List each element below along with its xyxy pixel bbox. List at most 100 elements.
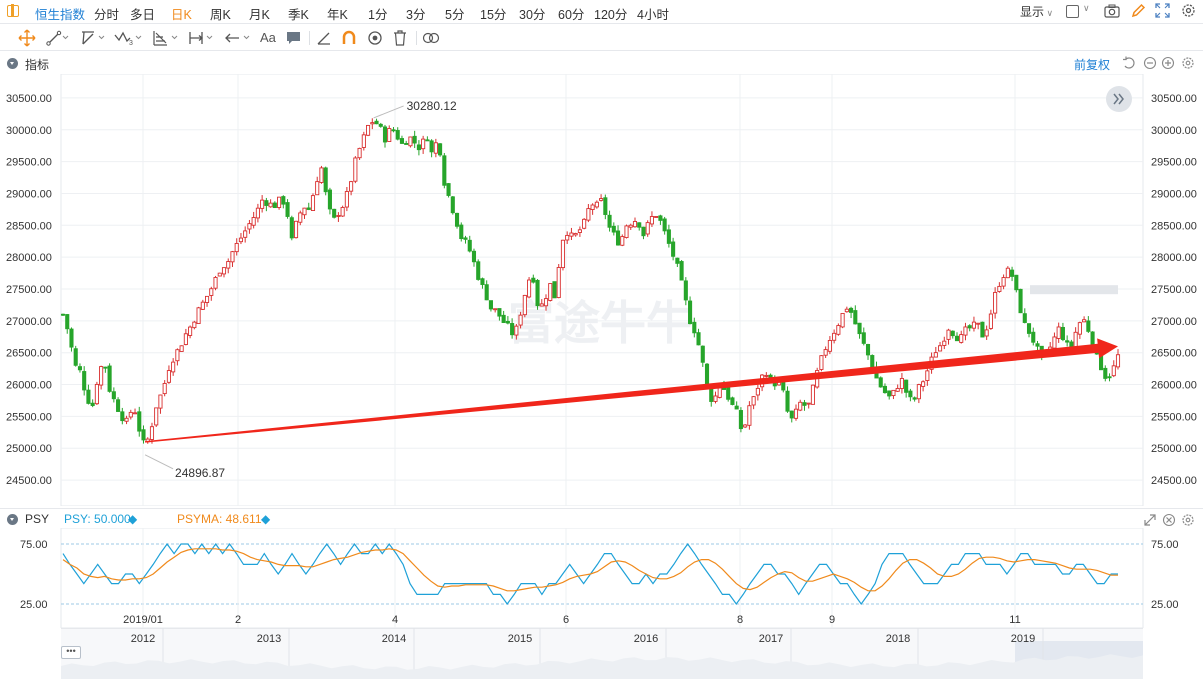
candle-body	[205, 295, 210, 303]
tab-monthly-k[interactable]: 月K	[249, 8, 270, 22]
candle-body	[704, 363, 710, 387]
candle-body	[425, 139, 430, 142]
arrow-tool-icon[interactable]	[224, 29, 254, 47]
psy-tick-left: 75.00	[20, 539, 48, 551]
candle-body	[251, 217, 256, 226]
indicator-bar: 指标 前复权	[0, 52, 1203, 74]
camera-icon[interactable]	[1104, 4, 1120, 18]
candle-body	[700, 345, 705, 363]
checkbox-icon[interactable]	[1066, 5, 1079, 18]
expand-icon[interactable]	[1143, 513, 1157, 527]
tab-4hour[interactable]: 4小时	[637, 8, 669, 22]
link-icon[interactable]	[421, 29, 441, 47]
layout-icon[interactable]	[7, 4, 19, 17]
tab-60min[interactable]: 60分	[558, 8, 585, 22]
move-icon[interactable]	[18, 29, 36, 47]
indicator-label[interactable]: 指标	[25, 58, 50, 72]
navigator-year-label: 2013	[257, 633, 281, 645]
candle-body	[230, 251, 235, 263]
candle-body	[446, 183, 451, 196]
tab-3min[interactable]: 3分	[406, 8, 426, 22]
candle-body	[158, 394, 163, 409]
candle-body	[310, 195, 316, 211]
candle-body	[183, 333, 188, 345]
ruler-tool-icon[interactable]	[316, 29, 332, 47]
candle-body	[806, 402, 811, 405]
candle-body	[1026, 323, 1032, 334]
eye-icon[interactable]	[367, 29, 383, 47]
candle-body	[1107, 376, 1112, 379]
tab-daily-k[interactable]: 日K	[171, 8, 192, 22]
undo-icon[interactable]	[1122, 56, 1136, 70]
tab-weekly-k[interactable]: 周K	[210, 8, 231, 22]
display-menu[interactable]: 显示 ∨	[1020, 3, 1053, 20]
tab-quarterly-k[interactable]: 季K	[288, 8, 309, 22]
psy-indicator-name[interactable]: PSY	[25, 512, 50, 526]
psyma-line	[62, 548, 1118, 592]
candle-body	[713, 395, 718, 402]
close-icon[interactable]	[1162, 513, 1176, 527]
ray-tool-icon[interactable]	[80, 29, 106, 47]
candle-body	[950, 330, 955, 337]
double-chevron-icon	[1113, 93, 1124, 105]
candle-body	[802, 402, 807, 406]
candle-body	[234, 242, 239, 253]
chevron-down-icon[interactable]: ∨	[1083, 3, 1090, 13]
y-tick-label-right: 28000.00	[1151, 252, 1197, 264]
measure-tool-icon[interactable]	[188, 29, 218, 47]
candle-body	[82, 371, 87, 391]
candle-body	[442, 155, 447, 186]
candle-body	[539, 303, 544, 307]
psy-chart[interactable]: 75.00 75.00 25.00 25.00 2019/01 2 4 6 8 9 11	[0, 528, 1203, 628]
candle-body	[1111, 365, 1116, 377]
low-label: 24896.87	[175, 466, 225, 480]
tab-15min[interactable]: 15分	[480, 8, 507, 22]
candle-body	[984, 329, 989, 337]
y-tick-label-left: 26500.00	[6, 348, 52, 360]
tab-1min[interactable]: 1分	[368, 8, 388, 22]
zoom-out-icon[interactable]	[1143, 56, 1157, 70]
tab-yearly-k[interactable]: 年K	[327, 8, 348, 22]
month-label: 8	[737, 614, 743, 626]
candle-body	[1103, 367, 1108, 379]
fib-tool-icon[interactable]	[152, 29, 182, 47]
toolbar-divider	[416, 31, 417, 45]
tab-intraday[interactable]: 分时	[94, 8, 120, 22]
trash-icon[interactable]	[392, 29, 408, 47]
adjust-mode[interactable]: 前复权	[1074, 58, 1111, 72]
trend-arrow	[144, 338, 1119, 443]
note-tool-icon[interactable]	[286, 29, 302, 47]
psy-settings-icon[interactable]	[1181, 513, 1195, 527]
candle-body	[196, 307, 201, 324]
tab-120min[interactable]: 120分	[594, 8, 628, 22]
candle-body	[582, 218, 587, 229]
candle-body	[467, 239, 472, 252]
collapse-psy-icon[interactable]	[7, 514, 18, 525]
psy-value: PSY: 50.000	[64, 512, 131, 526]
candle-body	[658, 215, 663, 221]
navigator-more-button[interactable]: •••	[61, 646, 81, 659]
text-tool-icon[interactable]: Aa	[260, 30, 276, 45]
tab-5min[interactable]: 5分	[445, 8, 465, 22]
candle-body	[323, 167, 328, 193]
instrument-name[interactable]: 恒生指数	[35, 8, 86, 22]
pencil-icon[interactable]	[1131, 3, 1146, 18]
tab-30min[interactable]: 30分	[519, 8, 546, 22]
magnet-icon[interactable]	[341, 29, 357, 47]
zoom-in-icon[interactable]	[1161, 56, 1175, 70]
candle-body	[340, 207, 345, 217]
collapse-main-icon[interactable]	[7, 58, 18, 69]
y-tick-label-right: 30000.00	[1151, 125, 1197, 137]
candle-body	[154, 407, 159, 426]
settings-icon[interactable]	[1181, 3, 1196, 18]
tab-multiday[interactable]: 多日	[130, 8, 156, 22]
fullscreen-icon[interactable]	[1155, 3, 1170, 18]
y-tick-label-right: 28500.00	[1151, 220, 1197, 232]
wave-tool-icon[interactable]: 3	[114, 29, 144, 47]
candle-body	[933, 352, 938, 358]
panel-settings-icon[interactable]	[1181, 56, 1195, 70]
line-tool-icon[interactable]	[46, 29, 70, 47]
candle-body	[590, 204, 595, 210]
candle-body	[289, 217, 294, 239]
